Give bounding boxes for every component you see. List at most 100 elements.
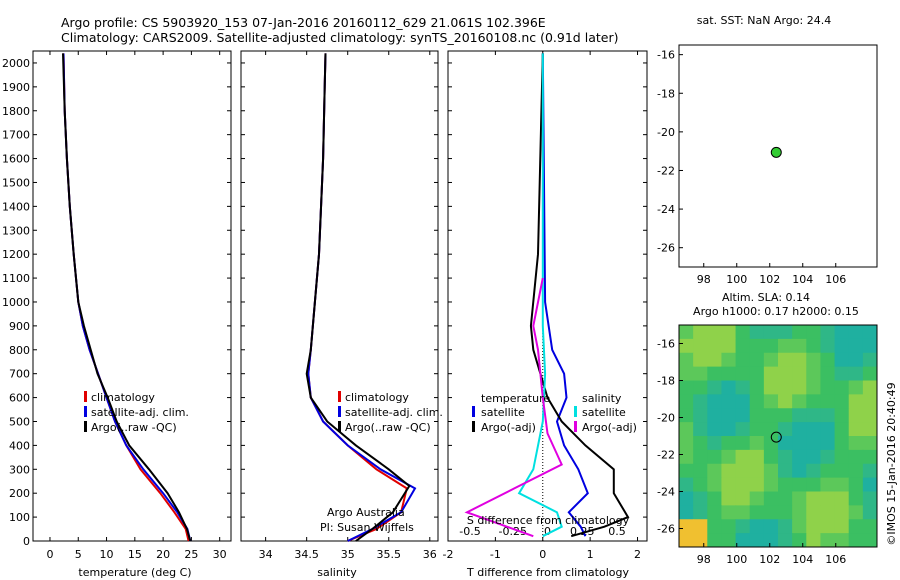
heatmap-cell — [749, 394, 765, 409]
heatmap-cell — [792, 380, 807, 395]
legend-satellite-adj: satellite-adj. clim. — [91, 406, 189, 419]
heatmap-cell — [862, 394, 878, 409]
heatmap-cell — [778, 408, 793, 423]
heatmap-cell — [862, 519, 878, 534]
heatmap-cell — [763, 436, 779, 451]
x-tick-label: 100 — [726, 553, 747, 566]
heatmap-cell — [749, 533, 765, 548]
heatmap-cell — [778, 352, 793, 368]
heatmap-cell — [721, 491, 737, 506]
heatmap-cell — [792, 505, 807, 520]
heatmap-cell — [735, 449, 751, 465]
heatmap-cell — [735, 352, 751, 368]
map-sla-panel: 98 100 102 104 106 -16 -18 -20 -22 -24 -26 — [657, 324, 878, 566]
heatmap-cell — [707, 491, 722, 506]
heatmap-cell — [834, 436, 850, 451]
heatmap-cell — [834, 477, 850, 492]
heatmap-cell — [693, 352, 708, 368]
legend-climatology: climatology — [91, 391, 155, 404]
heatmap-cell — [693, 449, 708, 465]
x-tick-label: 35 — [341, 548, 355, 561]
heatmap-cell — [763, 449, 779, 465]
heatmap-cell — [778, 422, 793, 437]
difference-xlabel-top: S difference from climatology — [467, 514, 630, 527]
x-tick-label: 36 — [423, 548, 437, 561]
y-tick-label: 2000 — [2, 57, 30, 70]
heatmap-cell — [820, 394, 836, 409]
heatmap-cell — [806, 338, 821, 354]
argo-location-marker — [770, 146, 782, 158]
heatmap-cell — [735, 533, 751, 548]
heatmap-cell — [693, 380, 708, 395]
heatmap-cell — [721, 436, 737, 451]
heatmap-cell — [749, 352, 765, 368]
heatmap-cell — [679, 505, 694, 520]
y-tick-label: 600 — [9, 392, 30, 405]
heatmap-cell — [806, 325, 821, 340]
heatmap-cell — [721, 380, 737, 395]
heatmap-cell — [763, 325, 779, 340]
imos-credit: ©IMOS 15-Jan-2016 20:40:49 — [885, 382, 898, 545]
heatmap-cell — [862, 380, 878, 395]
heatmap-cell — [834, 352, 850, 368]
heatmap-cell — [749, 436, 765, 451]
heatmap-cell — [792, 408, 807, 423]
y-tick-label: 1300 — [2, 224, 30, 237]
salinity-xlabel: salinity — [317, 566, 357, 579]
heatmap-cell — [679, 366, 694, 381]
heatmap-cell — [707, 394, 722, 409]
salinity-panel: 34 34.5 35 35.5 36 — [240, 50, 439, 561]
pi-note: PI: Susan Wijffels — [320, 521, 414, 534]
heatmap-cell — [707, 449, 722, 465]
series-line — [305, 53, 411, 542]
heatmap-cell — [834, 491, 850, 506]
heatmap-cell — [834, 366, 850, 381]
heatmap-cell — [679, 463, 694, 479]
heatmap-cell — [763, 463, 779, 479]
x-tick-label: 2 — [634, 548, 641, 561]
heatmap-cell — [679, 325, 694, 340]
x-tick-label: 5 — [75, 548, 82, 561]
heatmap-cell — [834, 533, 850, 548]
y-tick-label: -20 — [657, 126, 675, 139]
heatmap-cell — [693, 505, 708, 520]
x-tick-label: 106 — [825, 553, 846, 566]
heatmap-cell — [792, 338, 807, 354]
x-tick-label: 34.5 — [294, 548, 319, 561]
heatmap-cell — [792, 366, 807, 381]
heatmap-cell — [749, 519, 765, 534]
heatmap-cell — [679, 380, 694, 395]
y-tick-label: 1500 — [2, 176, 30, 189]
heatmap-cell — [862, 436, 878, 451]
heatmap-cell — [820, 338, 836, 354]
heatmap-cell — [848, 463, 864, 479]
heatmap-cell — [792, 463, 807, 479]
heatmap-cell — [820, 463, 836, 479]
x-tick-label: 35.5 — [377, 548, 402, 561]
heatmap-cell — [778, 477, 793, 492]
heatmap-cell — [721, 352, 737, 368]
x-tick-label: 0 — [539, 548, 546, 561]
heatmap-cell — [679, 436, 694, 451]
difference-legend: temperature salinity satellite Argo(-adj… — [472, 392, 637, 434]
x-tick-label: 102 — [759, 273, 780, 286]
heatmap-cell — [834, 408, 850, 423]
heatmap-cell — [848, 325, 864, 340]
salinity-legend: climatology satellite-adj. clim. Argo(..… — [320, 391, 443, 534]
heatmap-cell — [679, 338, 694, 354]
heatmap-cell — [735, 463, 751, 479]
heatmap-cell — [848, 408, 864, 423]
x-tick-label: 30 — [213, 548, 227, 561]
heatmap-cell — [848, 366, 864, 381]
heatmap-cell — [693, 463, 708, 479]
y-tick-label: 500 — [9, 415, 30, 428]
heatmap-cell — [721, 463, 737, 479]
series-line — [517, 53, 563, 538]
heatmap-cell — [848, 338, 864, 354]
y-tick-label: -22 — [657, 164, 675, 177]
heatmap-cell — [806, 436, 821, 451]
heatmap-cell — [806, 519, 821, 534]
heatmap-cell — [679, 533, 694, 548]
heatmap-cell — [679, 477, 694, 492]
y-tick-label: 200 — [9, 487, 30, 500]
